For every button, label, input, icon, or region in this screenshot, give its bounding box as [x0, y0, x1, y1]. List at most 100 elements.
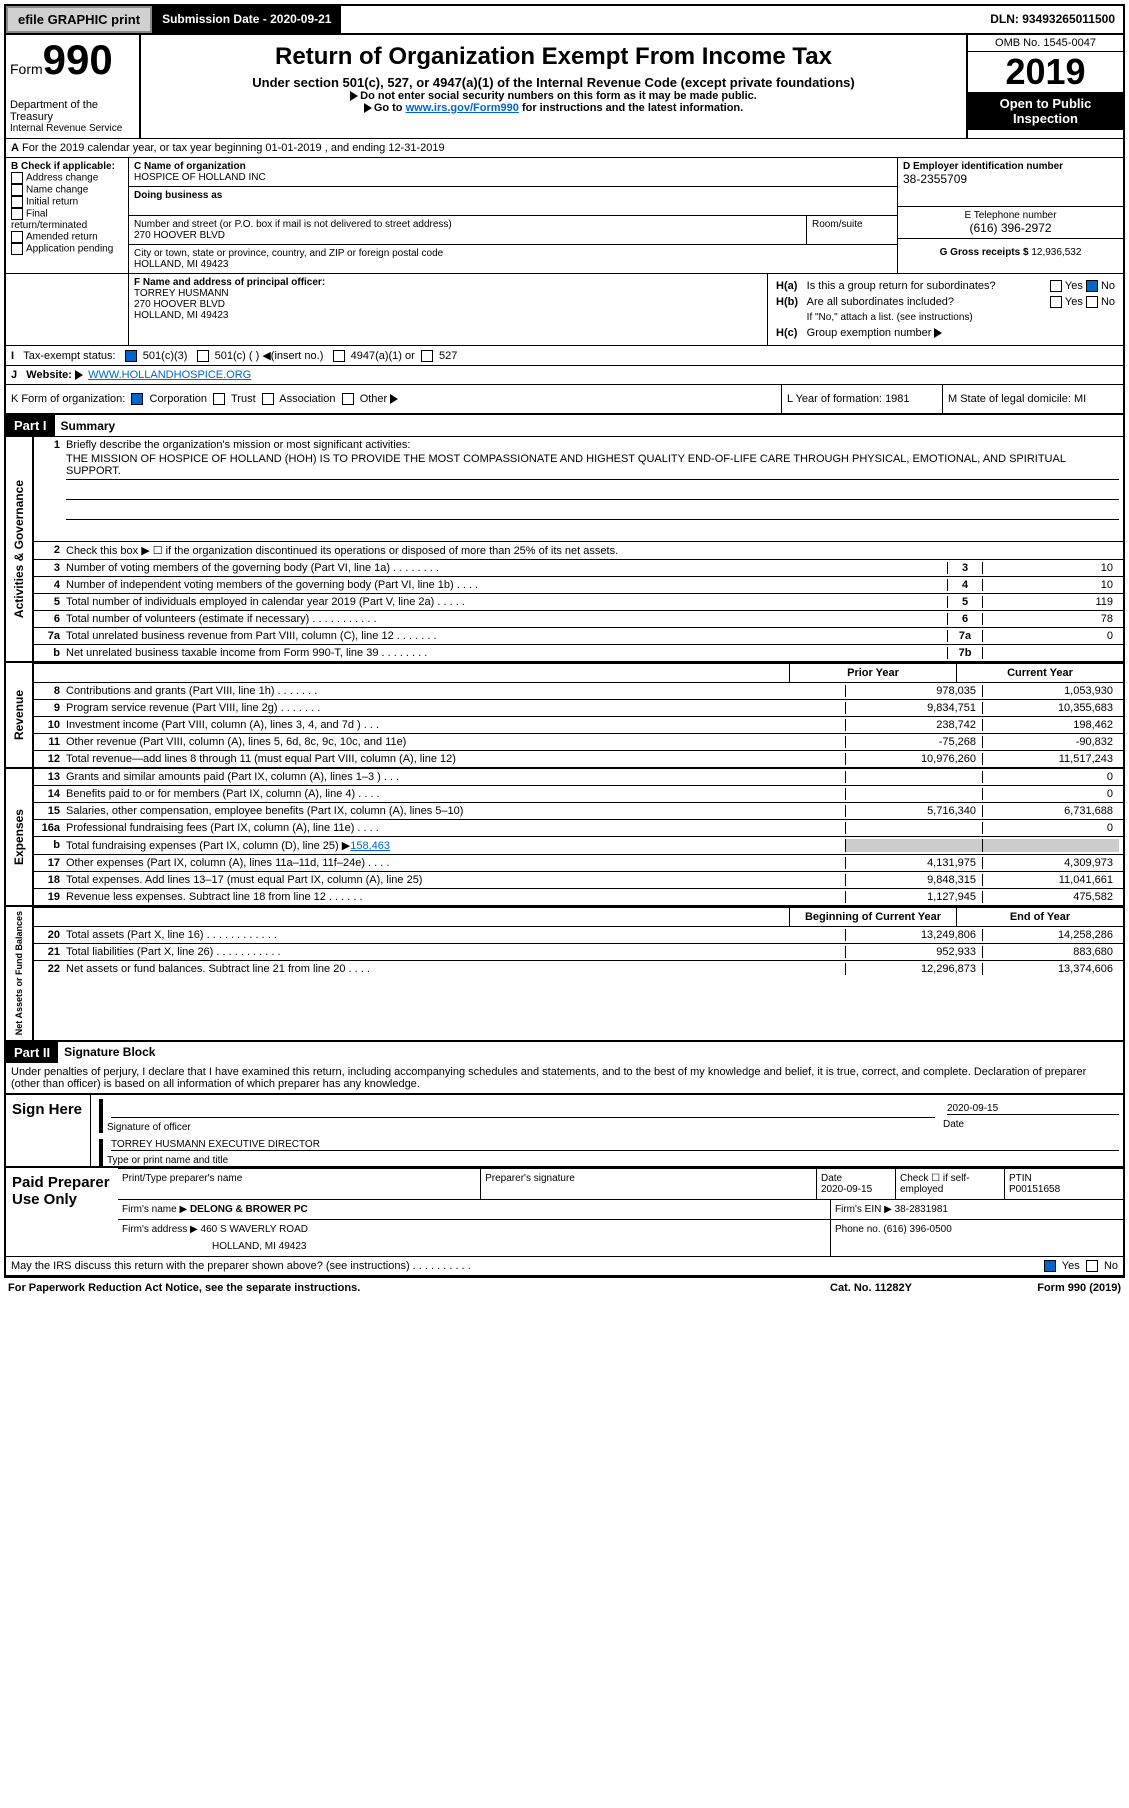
ifno: If "No," attach a list. (see instruction… [806, 311, 1116, 324]
officer-name: TORREY HUSMANN [134, 288, 762, 299]
city-label: City or town, state or province, country… [134, 248, 892, 259]
submission-date: Submission Date - 2020-09-21 [152, 6, 341, 33]
part2-num: Part II [6, 1042, 58, 1063]
form-ref: Form 990 (2019) [971, 1282, 1121, 1294]
pointer-icon [75, 370, 83, 380]
side-revenue: Revenue [10, 686, 28, 744]
form-word: Form [10, 61, 43, 77]
date-label: Date [943, 1119, 1123, 1130]
sign-here-label: Sign Here [6, 1095, 90, 1166]
checkbox-icon[interactable] [213, 393, 225, 405]
checkbox-icon[interactable] [11, 172, 23, 184]
checkbox-icon[interactable] [342, 393, 354, 405]
footer: For Paperwork Reduction Act Notice, see … [4, 1277, 1125, 1298]
checkbox-icon[interactable] [333, 350, 345, 362]
goto-pre: Go to [374, 102, 406, 114]
pointer-icon [350, 91, 358, 101]
efile-button[interactable]: efile GRAPHIC print [6, 6, 152, 33]
org-name: HOSPICE OF HOLLAND INC [134, 172, 892, 183]
signer-name: TORREY HUSMANN EXECUTIVE DIRECTOR [111, 1139, 1119, 1151]
website-link[interactable]: WWW.HOLLANDHOSPICE.ORG [88, 369, 251, 381]
omb: OMB No. 1545-0047 [968, 35, 1123, 52]
topbar-spacer [347, 6, 982, 33]
form-subtitle: Under section 501(c), 527, or 4947(a)(1)… [145, 75, 962, 90]
mission-text: THE MISSION OF HOSPICE OF HOLLAND (HOH) … [66, 451, 1119, 480]
officer-addr1: 270 HOOVER BLVD [134, 299, 762, 310]
e-label: E Telephone number [903, 210, 1118, 221]
section-b-to-g: B Check if applicable: Address change Na… [6, 157, 1123, 273]
open-public: Open to Public Inspection [968, 92, 1123, 130]
ein: 38-2355709 [903, 172, 1118, 186]
name-change: Name change [26, 185, 88, 196]
paid-prep-label: Paid Preparer Use Only [6, 1168, 118, 1256]
l2-desc: Check this box ▶ ☐ if the organization d… [66, 544, 1119, 557]
line-k-l-m: K Form of organization: Corporation Trus… [6, 384, 1123, 413]
checkbox-icon[interactable] [1086, 1260, 1098, 1272]
type-name-label: Type or print name and title [107, 1155, 1123, 1166]
line-j: J Website: WWW.HOLLANDHOSPICE.ORG [6, 365, 1123, 384]
line-i: I Tax-exempt status: 501(c)(3) 501(c) ( … [6, 345, 1123, 365]
checkbox-icon[interactable] [197, 350, 209, 362]
city: HOLLAND, MI 49423 [134, 259, 892, 270]
checkbox-checked-icon[interactable] [125, 350, 137, 362]
side-netassets: Net Assets or Fund Balances [12, 907, 26, 1039]
addr: 270 HOOVER BLVD [134, 230, 801, 241]
part1-num: Part I [6, 415, 55, 436]
form-number: 990 [43, 36, 113, 83]
form-title: Return of Organization Exempt From Incom… [145, 43, 962, 71]
sign-date: 2020-09-15 [947, 1103, 1119, 1115]
pointer-icon [390, 394, 398, 404]
addr-change: Address change [26, 173, 98, 184]
checkbox-icon[interactable] [11, 196, 23, 208]
section-expenses: Expenses 13Grants and similar amounts pa… [6, 767, 1123, 905]
phone: (616) 396-2972 [903, 221, 1118, 235]
checkbox-icon[interactable] [1050, 280, 1062, 292]
irs: Internal Revenue Service [10, 123, 135, 134]
checkbox-icon[interactable] [1086, 296, 1098, 308]
section-activities: Activities & Governance 1 Briefly descri… [6, 436, 1123, 661]
initial-return: Initial return [26, 197, 78, 208]
c-label: C Name of organization [134, 161, 892, 172]
side-expenses: Expenses [10, 805, 28, 869]
fundraising-link[interactable]: 158,463 [350, 840, 390, 852]
part1-header: Part I Summary [6, 413, 1123, 436]
paid-preparer-block: Paid Preparer Use Only Print/Type prepar… [6, 1166, 1123, 1256]
dba-label: Doing business as [134, 190, 892, 201]
checkbox-icon[interactable] [11, 208, 23, 220]
checkbox-checked-icon[interactable] [1086, 280, 1098, 292]
checkbox-checked-icon[interactable] [131, 393, 143, 405]
pointer-icon [364, 103, 372, 113]
checkbox-icon[interactable] [11, 231, 23, 243]
room-label: Room/suite [812, 219, 892, 230]
app-pending: Application pending [26, 244, 113, 255]
dln: DLN: 93493265011500 [982, 6, 1123, 33]
side-activities: Activities & Governance [10, 476, 28, 622]
section-revenue: Revenue Prior YearCurrent Year 8Contribu… [6, 661, 1123, 767]
officer-addr2: HOLLAND, MI 49423 [134, 310, 762, 321]
pointer-icon [934, 328, 942, 338]
form-header: Form990 Department of the Treasury Inter… [6, 35, 1123, 138]
checkbox-icon[interactable] [421, 350, 433, 362]
cat-no: Cat. No. 11282Y [771, 1282, 971, 1294]
checkbox-icon[interactable] [262, 393, 274, 405]
section-f-h: F Name and address of principal officer:… [6, 273, 1123, 345]
part1-title: Summary [55, 419, 1123, 433]
amended: Amended return [26, 232, 98, 243]
checkbox-checked-icon[interactable] [1044, 1260, 1056, 1272]
f-label: F Name and address of principal officer: [134, 277, 762, 288]
hc-text: Group exemption number [807, 327, 932, 339]
ha-text: Is this a group return for subordinates? [806, 279, 1034, 293]
checkbox-icon[interactable] [1050, 296, 1062, 308]
checkbox-icon[interactable] [11, 184, 23, 196]
form990-link[interactable]: www.irs.gov/Form990 [406, 102, 519, 114]
b-label: B Check if applicable: [11, 161, 123, 172]
section-netassets: Net Assets or Fund Balances Beginning of… [6, 905, 1123, 1039]
hb-text: Are all subordinates included? [806, 295, 1034, 309]
sig-officer-label: Signature of officer [107, 1122, 939, 1133]
checkbox-icon[interactable] [11, 243, 23, 255]
sign-block: Sign Here Signature of officer 2020-09-1… [6, 1093, 1123, 1166]
l1-desc: Briefly describe the organization's miss… [66, 439, 410, 451]
part2-title: Signature Block [58, 1045, 1123, 1059]
line-a: A For the 2019 calendar year, or tax yea… [6, 138, 1123, 157]
paperwork-notice: For Paperwork Reduction Act Notice, see … [8, 1282, 771, 1294]
